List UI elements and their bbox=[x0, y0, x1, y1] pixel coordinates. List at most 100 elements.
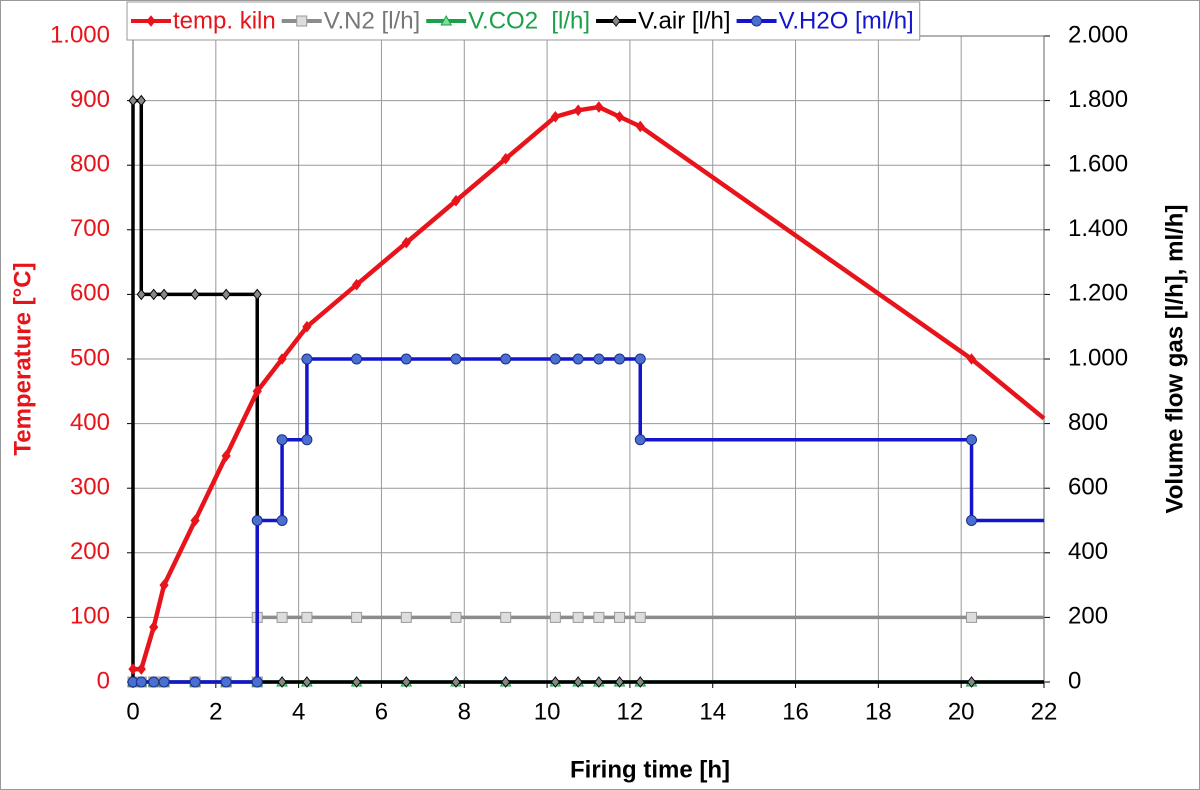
point bbox=[635, 676, 645, 688]
x-tick-label: 12 bbox=[617, 698, 644, 725]
point bbox=[593, 611, 605, 623]
point bbox=[614, 353, 626, 365]
point bbox=[614, 611, 626, 623]
point bbox=[351, 353, 363, 365]
point bbox=[614, 676, 625, 688]
y-tick-label: 900 bbox=[70, 86, 110, 113]
point bbox=[252, 288, 262, 301]
x-tick-label: 10 bbox=[534, 698, 561, 725]
x-tick-label: 20 bbox=[948, 698, 975, 725]
point bbox=[302, 320, 312, 333]
point bbox=[500, 353, 512, 365]
y2-tick-label: 800 bbox=[1068, 409, 1108, 436]
legend-label: V.air [l/h] bbox=[638, 7, 731, 34]
series-line bbox=[133, 104, 1046, 672]
legend-label: temp. kiln bbox=[173, 7, 276, 34]
point bbox=[550, 676, 561, 688]
y2-tick-label: 1.400 bbox=[1068, 215, 1128, 242]
point bbox=[593, 353, 605, 365]
point bbox=[450, 353, 462, 365]
point bbox=[301, 353, 313, 365]
point bbox=[594, 676, 604, 688]
y2-tick-label: 400 bbox=[1068, 538, 1108, 565]
point bbox=[189, 676, 201, 688]
x-tick-label: 6 bbox=[375, 698, 388, 725]
point bbox=[572, 353, 584, 365]
point bbox=[220, 676, 232, 688]
y2-tick-label: 600 bbox=[1068, 474, 1108, 501]
point bbox=[450, 611, 462, 623]
y-axis-title: Temperature [°C] bbox=[9, 262, 36, 455]
y-tick-label: 300 bbox=[70, 474, 110, 501]
y2-tick-label: 2.000 bbox=[1068, 21, 1128, 48]
point bbox=[190, 288, 200, 301]
y-tick-label: 200 bbox=[70, 538, 110, 565]
point bbox=[149, 621, 159, 633]
point bbox=[128, 663, 138, 675]
point bbox=[351, 278, 362, 291]
point bbox=[966, 676, 977, 688]
point bbox=[401, 676, 411, 688]
point bbox=[573, 104, 583, 117]
point bbox=[302, 676, 312, 688]
point bbox=[501, 676, 511, 688]
point bbox=[500, 611, 512, 623]
point bbox=[190, 514, 200, 527]
legend-marker bbox=[296, 15, 308, 27]
legend-box bbox=[126, 1, 921, 41]
point bbox=[221, 450, 231, 462]
point bbox=[549, 611, 561, 623]
point bbox=[966, 515, 978, 526]
point bbox=[550, 110, 561, 123]
point bbox=[451, 676, 461, 688]
point bbox=[401, 236, 411, 249]
point bbox=[136, 94, 146, 107]
y-tick-label: 100 bbox=[70, 603, 110, 630]
point bbox=[635, 120, 645, 133]
legend: temp. kiln V.N2 [l/h] V.CO2 [l/h] V.air [l/… bbox=[126, 1, 921, 41]
point bbox=[451, 194, 461, 207]
x-tick-label: 0 bbox=[126, 698, 139, 725]
x-tick-label: 2 bbox=[209, 698, 222, 725]
y2-tick-label: 1.000 bbox=[1068, 344, 1128, 371]
point bbox=[351, 676, 362, 688]
y2-tick-label: 1.800 bbox=[1068, 86, 1128, 113]
point bbox=[251, 676, 263, 688]
point bbox=[501, 152, 511, 165]
point bbox=[251, 515, 263, 526]
point bbox=[351, 611, 363, 623]
point bbox=[614, 110, 625, 123]
point bbox=[277, 676, 287, 688]
legend-marker bbox=[611, 15, 621, 27]
legend-label: V.H2O [ml/h] bbox=[779, 7, 914, 34]
point bbox=[301, 611, 313, 623]
legend-marker bbox=[146, 15, 156, 27]
point bbox=[634, 353, 646, 365]
y-tick-label: 700 bbox=[70, 215, 110, 242]
y2-tick-label: 200 bbox=[1068, 603, 1108, 630]
y-tick-label: 0 bbox=[97, 667, 110, 694]
point bbox=[159, 288, 169, 301]
x-tick-label: 4 bbox=[292, 698, 305, 725]
y-tick-label: 1.000 bbox=[50, 21, 110, 48]
y2-tick-label: 1.600 bbox=[1068, 151, 1128, 178]
y2-tick-label: 1.200 bbox=[1068, 280, 1128, 307]
point bbox=[128, 94, 138, 107]
y2-tick-label: 0 bbox=[1068, 667, 1081, 694]
legend-marker bbox=[751, 15, 763, 27]
point bbox=[400, 353, 412, 365]
point bbox=[572, 611, 584, 623]
point bbox=[400, 611, 412, 623]
point bbox=[966, 353, 977, 365]
legend-label: V.CO2 [l/h] bbox=[468, 7, 590, 34]
point bbox=[276, 515, 288, 526]
y-tick-label: 500 bbox=[70, 344, 110, 371]
point bbox=[221, 288, 231, 301]
point bbox=[301, 434, 313, 446]
point bbox=[159, 579, 169, 591]
y-tick-label: 600 bbox=[70, 280, 110, 307]
point bbox=[135, 676, 147, 688]
point bbox=[966, 434, 978, 446]
